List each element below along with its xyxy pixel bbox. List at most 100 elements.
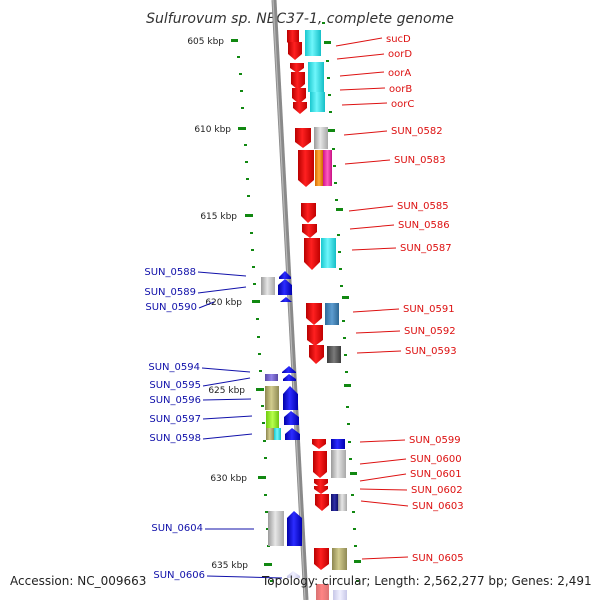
gene-label-SUN_0599[interactable]: SUN_0599	[409, 435, 461, 446]
gene-label-SUN_0596[interactable]: SUN_0596	[149, 395, 201, 406]
gene-arrow-SUN_0605[interactable]	[314, 548, 329, 570]
gene-arrow-SUN_0602[interactable]	[314, 486, 328, 494]
tick-label: 605 kbp	[187, 37, 224, 47]
gene-arrow-SUN_0593[interactable]	[309, 345, 324, 364]
genome-backbone	[271, 0, 309, 600]
gene-block-oorA[interactable]	[308, 62, 324, 92]
gene-block-SUN_0598-a[interactable]	[266, 428, 274, 440]
tick-label: 610 kbp	[194, 125, 231, 135]
gene-block-SUN_0588[interactable]	[261, 277, 275, 295]
genome-title: Sulfurovum sp. NBC37-1, complete genome	[146, 11, 454, 27]
right-tick-track	[322, 22, 361, 582]
gene-arrow-oorC[interactable]	[292, 88, 306, 104]
gene-label-SUN_0604[interactable]: SUN_0604	[151, 523, 203, 534]
accession-text: Accession: NC_009663	[10, 574, 147, 588]
gene-block-SUN_0605[interactable]	[332, 548, 347, 570]
gene-label-SUN_0601[interactable]: SUN_0601	[410, 469, 462, 480]
gene-block-SUN_0597[interactable]	[266, 411, 279, 428]
gene-label-oorD[interactable]: oorD	[388, 49, 412, 60]
tick-label: 620 kbp	[205, 298, 242, 308]
plus-strand-genes	[287, 30, 347, 600]
gene-arrow-SUN_0589[interactable]	[278, 279, 292, 295]
gene-arrow-SUN_0600[interactable]	[313, 451, 327, 478]
gene-block-sucD[interactable]	[305, 30, 321, 56]
left-gene-labels: SUN_0588 SUN_0589 SUN_0590 SUN_0594 SUN_…	[144, 267, 205, 581]
minus-strand-genes	[261, 271, 302, 578]
gene-arrow-SUN_0582[interactable]	[295, 128, 311, 148]
gene-arrow-SUN_0604[interactable]	[287, 511, 302, 546]
gene-block-SUN_0594[interactable]	[265, 374, 278, 381]
gene-block-SUN_0598-b[interactable]	[274, 428, 281, 440]
gene-label-SUN_0598[interactable]: SUN_0598	[149, 433, 201, 444]
gene-arrow-SUN_0601[interactable]	[314, 479, 328, 488]
gene-block-SUN_0599[interactable]	[331, 439, 345, 449]
gene-arrow-SUN_0606[interactable]	[287, 571, 300, 578]
gene-arrow-SUN_0585[interactable]	[301, 203, 316, 223]
gene-label-SUN_0600[interactable]: SUN_0600	[410, 454, 462, 465]
gene-arrow-SUN_0594[interactable]	[282, 366, 296, 373]
gene-label-SUN_0586[interactable]: SUN_0586	[398, 220, 450, 231]
gene-label-oorC[interactable]: oorC	[391, 99, 414, 110]
gene-arrow-SUN_0588[interactable]	[279, 271, 291, 279]
gene-label-SUN_0592[interactable]: SUN_0592	[404, 326, 456, 337]
gene-label-SUN_0582[interactable]: SUN_0582	[391, 126, 443, 137]
tick-label: 630 kbp	[210, 474, 247, 484]
gene-label-SUN_0594[interactable]: SUN_0594	[148, 362, 200, 373]
gene-arrow-SUN_0598[interactable]	[285, 428, 300, 440]
gene-label-SUN_0591[interactable]: SUN_0591	[403, 304, 455, 315]
gene-block-SUN_0583-b[interactable]	[323, 150, 332, 186]
gene-arrow-SUN_0603[interactable]	[315, 494, 329, 511]
gene-arrow-oorD[interactable]	[288, 42, 302, 60]
gene-label-SUN_0597[interactable]: SUN_0597	[149, 414, 201, 425]
left-leader-lines	[197, 271, 283, 579]
gene-arrow-SUN_0597[interactable]	[284, 411, 299, 425]
gene-block-oorC[interactable]	[310, 92, 325, 112]
gene-block-SUN_0593[interactable]	[327, 346, 341, 363]
gene-arrow-SUN_0592[interactable]	[307, 325, 323, 346]
right-leader-lines	[335, 37, 409, 560]
gene-block-edge-pale[interactable]	[333, 590, 347, 600]
gene-arrow-oorA[interactable]	[290, 63, 304, 73]
gene-label-SUN_0589[interactable]: SUN_0589	[144, 287, 196, 298]
position-tick-labels: 605 kbp 610 kbp 615 kbp 620 kbp 625 kbp …	[187, 37, 248, 571]
gene-arrow-SUN_0591[interactable]	[306, 303, 322, 325]
gene-label-oorB[interactable]: oorB	[389, 84, 412, 95]
gene-arrow-SUN_0590[interactable]	[280, 297, 292, 302]
gene-block-SUN_0604[interactable]	[268, 511, 284, 546]
gene-arrow-SUN_0583[interactable]	[298, 150, 314, 187]
gene-label-SUN_0606[interactable]: SUN_0606	[153, 570, 205, 581]
gene-label-SUN_0595[interactable]: SUN_0595	[149, 380, 201, 391]
gene-arrow-SUN_0599[interactable]	[312, 439, 326, 449]
gene-block-SUN_0603-a[interactable]	[331, 494, 338, 511]
tick-label: 625 kbp	[208, 386, 245, 396]
gene-arrow-oorB[interactable]	[291, 72, 305, 90]
gene-arrow-SUN_0596[interactable]	[283, 386, 298, 410]
gene-block-SUN_0591[interactable]	[325, 303, 339, 325]
gene-label-SUN_0602[interactable]: SUN_0602	[411, 485, 463, 496]
gene-block-SUN_0596[interactable]	[265, 386, 279, 410]
gene-block-SUN_0583-a[interactable]	[315, 150, 323, 186]
gene-label-SUN_0588[interactable]: SUN_0588	[144, 267, 196, 278]
gene-label-SUN_0585[interactable]: SUN_0585	[397, 201, 449, 212]
gene-block-SUN_0582[interactable]	[314, 127, 328, 149]
gene-label-SUN_0583[interactable]: SUN_0583	[394, 155, 446, 166]
gene-label-SUN_0605[interactable]: SUN_0605	[412, 553, 464, 564]
gene-arrow-SUN_0586[interactable]	[302, 224, 317, 238]
gene-arrow-oorC-tail[interactable]	[293, 102, 307, 114]
gene-block-SUN_0603-b[interactable]	[338, 494, 347, 511]
right-gene-labels: sucD oorD oorA oorB oorC SUN_0582 SUN_05…	[386, 34, 464, 564]
gene-arrow-SUN_0595[interactable]	[283, 374, 296, 381]
tick-label: 615 kbp	[200, 212, 237, 222]
gene-block-SUN_0587[interactable]	[321, 238, 336, 268]
gene-label-oorA[interactable]: oorA	[388, 68, 411, 79]
gene-label-SUN_0587[interactable]: SUN_0587	[400, 243, 452, 254]
gene-block-SUN_0600[interactable]	[331, 450, 346, 478]
gene-label-SUN_0590[interactable]: SUN_0590	[145, 302, 197, 313]
gene-label-SUN_0593[interactable]: SUN_0593	[405, 346, 457, 357]
tick-label: 635 kbp	[211, 561, 248, 571]
gene-arrow-SUN_0587[interactable]	[304, 238, 320, 270]
gene-label-SUN_0603[interactable]: SUN_0603	[412, 501, 464, 512]
gene-block-edge-red[interactable]	[316, 584, 329, 600]
gene-label-sucD[interactable]: sucD	[386, 34, 411, 45]
